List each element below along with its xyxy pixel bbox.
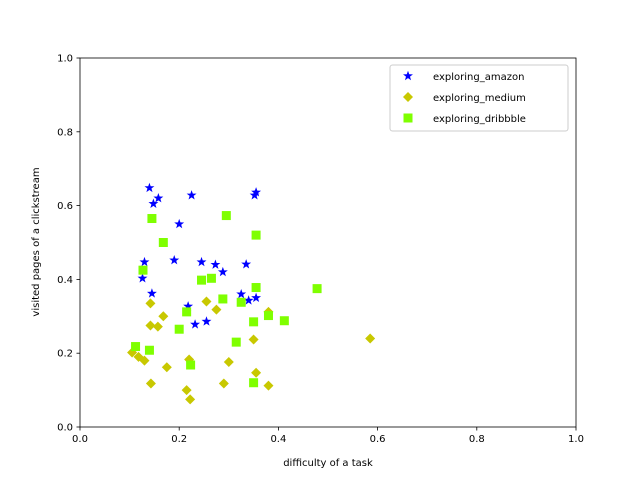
star-point	[186, 190, 197, 200]
star-point	[251, 292, 262, 303]
square-point	[251, 283, 261, 293]
diamond-point	[248, 334, 259, 345]
star-point	[241, 259, 252, 269]
legend-box	[389, 64, 569, 132]
square-point	[138, 265, 148, 275]
star-point	[153, 193, 164, 203]
star-point	[243, 295, 254, 305]
diamond-point	[158, 311, 169, 322]
diamond-point	[161, 362, 172, 373]
square-point	[206, 273, 216, 283]
y-tick-label: 0.2	[57, 349, 73, 360]
y-tick-label: 0.8	[57, 127, 73, 138]
star-point	[144, 182, 155, 193]
x-tick-label: 0.8	[469, 434, 485, 445]
diamond-point	[181, 385, 192, 396]
star-point	[139, 256, 150, 267]
star-point	[236, 288, 247, 299]
square-point	[174, 324, 184, 334]
diamond-point	[139, 355, 150, 366]
series-exploring_dribbble	[131, 211, 322, 388]
x-axis-title: difficulty of a task	[283, 458, 373, 469]
x-tick-label: 0.6	[370, 434, 386, 445]
star-point	[190, 319, 201, 329]
y-axis-title: visited pages of a clickstream	[31, 167, 42, 316]
y-tick-label: 0.6	[57, 201, 73, 212]
data-points	[127, 182, 376, 405]
y-tick-label: 0.0	[57, 423, 73, 434]
square-point	[249, 378, 259, 388]
square-point	[197, 275, 207, 285]
x-tick-label: 0.0	[72, 434, 88, 445]
axes: 0.0 0.2 0.4 0.6 0.8 1.0 0.0 0.2 0.4 0.6 0.8 1.0	[57, 54, 584, 446]
star-point	[210, 259, 221, 269]
square-point	[221, 211, 231, 221]
x-tick-label: 1.0	[568, 434, 584, 445]
x-tick-label: 0.4	[270, 434, 286, 445]
star-point	[183, 301, 194, 311]
axes-frame	[79, 57, 577, 428]
legend-label: exploring_dribbble	[433, 114, 526, 125]
diamond-point	[145, 298, 156, 309]
star-point	[201, 316, 212, 326]
x-tick-label: 0.2	[171, 434, 187, 445]
star-point	[251, 187, 262, 197]
diamond-point	[223, 357, 234, 368]
diamond-point	[218, 378, 229, 389]
star-point	[146, 288, 157, 298]
diamond-point	[185, 394, 196, 405]
legend-entry: exploring_dribbble	[403, 113, 526, 125]
legend-square-marker	[403, 113, 413, 123]
star-point	[148, 198, 159, 208]
star-point	[196, 256, 207, 267]
square-point	[131, 342, 141, 352]
square-point	[182, 307, 192, 317]
square-point	[279, 316, 289, 326]
y-tick-label: 0.4	[57, 275, 73, 286]
legend-label: exploring_medium	[433, 93, 526, 104]
diamond-point	[211, 304, 222, 315]
star-point	[217, 266, 228, 277]
square-point	[251, 230, 261, 240]
diamond-point	[251, 367, 262, 378]
square-point	[144, 345, 154, 355]
star-point	[174, 218, 185, 229]
legend: exploring_amazon exploring_medium explorin…	[389, 64, 569, 132]
square-point	[312, 284, 322, 294]
series-exploring_medium	[127, 296, 376, 405]
square-point	[218, 294, 228, 304]
diamond-point	[201, 296, 212, 307]
square-point	[186, 360, 196, 370]
legend-entry: exploring_amazon	[403, 70, 524, 83]
square-point	[236, 297, 246, 307]
star-point	[137, 273, 148, 283]
star-point	[249, 190, 260, 200]
y-tick-label: 1.0	[57, 54, 73, 65]
square-point	[263, 311, 273, 321]
diamond-point	[263, 380, 274, 391]
legend-star-marker	[403, 70, 413, 81]
square-point	[231, 337, 241, 347]
legend-diamond-marker	[403, 92, 413, 102]
diamond-point	[365, 333, 376, 344]
square-point	[249, 317, 259, 327]
legend-entry: exploring_medium	[403, 92, 526, 104]
star-point	[169, 255, 180, 265]
square-point	[147, 214, 157, 224]
diamond-point	[145, 320, 156, 331]
series-exploring_amazon	[137, 182, 262, 329]
square-point	[158, 238, 168, 247]
diamond-point	[152, 321, 163, 332]
diamond-point	[145, 378, 156, 389]
legend-label: exploring_amazon	[433, 72, 524, 83]
